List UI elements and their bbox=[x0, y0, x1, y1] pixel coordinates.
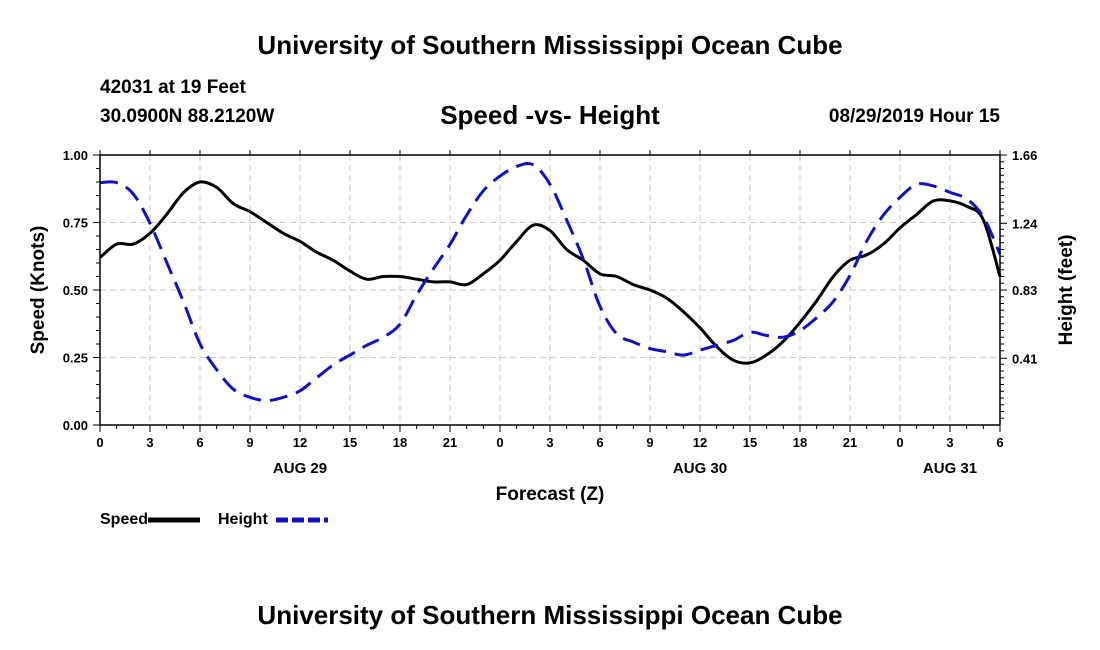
grid-lines bbox=[100, 155, 1000, 425]
y-tick-label: 0.75 bbox=[63, 216, 88, 231]
y-tick-label: 0.00 bbox=[63, 418, 88, 433]
x-tick-label: 15 bbox=[343, 435, 357, 450]
y2-axis-title: Height (feet) bbox=[1056, 235, 1077, 346]
y2-tick-label: 0.83 bbox=[1012, 283, 1037, 298]
station-label: 42031 at 19 Feet bbox=[100, 77, 246, 98]
y-axis-title: Speed (Knots) bbox=[28, 226, 49, 355]
x-tick-label: 12 bbox=[293, 435, 307, 450]
legend-label-height: Height bbox=[218, 511, 268, 528]
y-tick-label: 0.50 bbox=[63, 283, 88, 298]
x-tick-label: 15 bbox=[743, 435, 757, 450]
x-tick-label: 3 bbox=[946, 435, 953, 450]
x-tick-label: 3 bbox=[146, 435, 153, 450]
tick-labels: 0 3 6 9 12 15 18 21 0 3 6 9 12 15 18 21 0 3 6 0.00 0.25 0.50 0… bbox=[28, 148, 1077, 505]
legend: Speed Height bbox=[100, 511, 328, 528]
x-tick-label: 12 bbox=[693, 435, 707, 450]
x-tick-label: 21 bbox=[443, 435, 457, 450]
x-tick-label: 18 bbox=[793, 435, 807, 450]
x-tick-label: 6 bbox=[996, 435, 1003, 450]
x-tick-label: 6 bbox=[196, 435, 203, 450]
x-tick-label: 0 bbox=[496, 435, 503, 450]
series-line-speed bbox=[99, 180, 1002, 365]
x-axis-title: Forecast (Z) bbox=[496, 484, 605, 505]
x-tick-label: 0 bbox=[896, 435, 903, 450]
x-tick-label: 3 bbox=[546, 435, 553, 450]
date-label: AUG 29 bbox=[273, 460, 327, 477]
station-coordinates: 30.0900N 88.2120W bbox=[100, 106, 275, 127]
date-label: AUG 31 bbox=[923, 460, 977, 477]
axes bbox=[93, 150, 1007, 432]
x-tick-label: 0 bbox=[96, 435, 103, 450]
forecast-date: 08/29/2019 Hour 15 bbox=[828, 106, 1000, 127]
y2-tick-label: 1.66 bbox=[1012, 148, 1037, 163]
y-tick-label: 0.25 bbox=[63, 351, 88, 366]
date-label: AUG 30 bbox=[673, 460, 727, 477]
series-layer bbox=[99, 161, 1002, 403]
x-tick-label: 9 bbox=[246, 435, 253, 450]
y2-tick-label: 0.41 bbox=[1012, 351, 1037, 366]
legend-label-speed: Speed bbox=[100, 511, 148, 528]
x-tick-label: 6 bbox=[596, 435, 603, 450]
chart-subtitle: Speed -vs- Height bbox=[440, 100, 660, 130]
x-tick-label: 18 bbox=[393, 435, 407, 450]
x-tick-label: 21 bbox=[843, 435, 857, 450]
series-line-height bbox=[99, 161, 1002, 403]
x-tick-label: 9 bbox=[646, 435, 653, 450]
footer-title: University of Southern Mississippi Ocean… bbox=[257, 600, 843, 630]
y-tick-label: 1.00 bbox=[63, 148, 88, 163]
y2-tick-label: 1.24 bbox=[1012, 216, 1038, 231]
page-title: University of Southern Mississippi Ocean… bbox=[257, 30, 843, 60]
